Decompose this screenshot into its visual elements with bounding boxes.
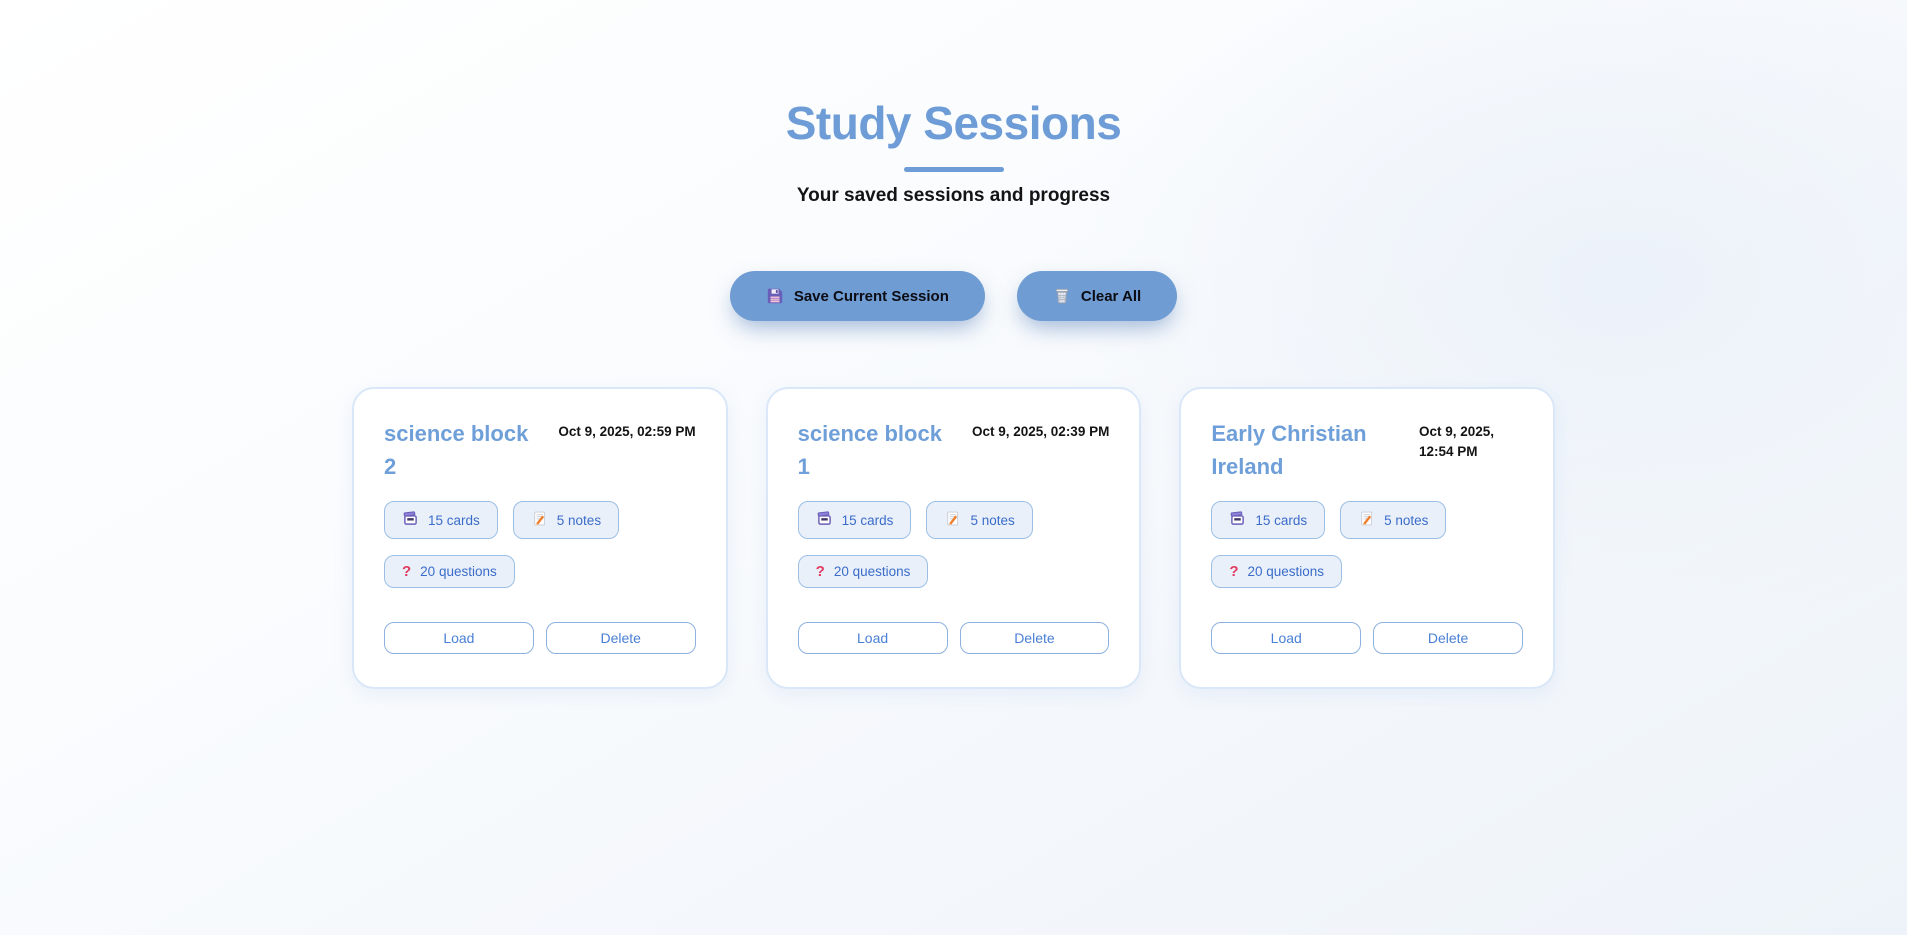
cards-count-badge: 15 cards: [384, 501, 498, 539]
sessions-grid: science block 2 Oct 9, 2025, 02:59 PM 15…: [352, 387, 1555, 689]
delete-session-button[interactable]: Delete: [959, 622, 1110, 654]
session-card-header: science block 1 Oct 9, 2025, 02:39 PM: [798, 417, 1110, 483]
floppy-disk-icon: [766, 287, 784, 305]
card-file-box-icon: [1229, 510, 1246, 530]
questions-count-badge: ? 20 questions: [384, 555, 515, 588]
question-mark-icon: ?: [1229, 563, 1239, 580]
cards-count-label: 15 cards: [841, 512, 894, 528]
questions-count-label: 20 questions: [833, 564, 911, 579]
session-card-actions: Load Delete: [1211, 622, 1523, 654]
cards-count-label: 15 cards: [428, 512, 480, 528]
title-divider: [903, 167, 1004, 172]
question-mark-icon: ?: [402, 563, 412, 580]
session-card-actions: Load Delete: [797, 622, 1110, 654]
delete-session-button[interactable]: Delete: [545, 622, 696, 654]
clear-all-button[interactable]: Clear All: [1016, 271, 1178, 321]
session-name: Early Christian Ireland: [1211, 421, 1367, 479]
notes-count-label: 5 notes: [556, 512, 602, 528]
load-session-button[interactable]: Load: [797, 622, 948, 654]
clear-all-button-label: Clear All: [1080, 287, 1142, 305]
notes-count-badge: 5 notes: [1340, 501, 1447, 539]
questions-count-label: 20 questions: [1247, 564, 1325, 579]
session-date: Oct 9, 2025, 02:59 PM: [558, 424, 696, 439]
session-card: science block 1 Oct 9, 2025, 02:39 PM 15…: [765, 387, 1142, 689]
session-stats: 15 cards 5 notes ? 20 questions: [797, 501, 1110, 588]
session-card-header: science block 2 Oct 9, 2025, 02:59 PM: [384, 417, 696, 483]
load-session-button[interactable]: Load: [1211, 622, 1362, 654]
session-card: science block 2 Oct 9, 2025, 02:59 PM 15…: [352, 387, 728, 689]
cards-count-badge: 15 cards: [1211, 501, 1326, 539]
session-name: science block 2: [384, 421, 529, 479]
questions-count-badge: ? 20 questions: [797, 555, 929, 588]
session-name: science block 1: [797, 421, 942, 479]
notes-count-badge: 5 notes: [926, 501, 1033, 539]
notes-count-badge: 5 notes: [512, 501, 620, 539]
session-date: Oct 9, 2025, 12:54 PM: [1418, 424, 1495, 459]
memo-icon: [531, 510, 548, 530]
session-stats: 15 cards 5 notes ? 20 questions: [384, 501, 696, 588]
page-subtitle: Your saved sessions and progress: [796, 185, 1111, 206]
notes-count-label: 5 notes: [1384, 512, 1429, 528]
session-stats: 15 cards 5 notes ? 20 questions: [1211, 501, 1523, 588]
cards-count-label: 15 cards: [1255, 512, 1308, 528]
save-button-label: Save Current Session: [793, 287, 949, 305]
page-header: Study Sessions Your saved sessions and p…: [0, 0, 1907, 207]
load-session-button[interactable]: Load: [384, 622, 534, 654]
save-current-session-button[interactable]: Save Current Session: [729, 271, 985, 321]
session-card-header: Early Christian Ireland Oct 9, 2025, 12:…: [1211, 417, 1523, 483]
memo-icon: [944, 510, 961, 530]
wastebasket-icon: [1053, 287, 1071, 305]
toolbar: Save Current Session Clear All: [0, 271, 1907, 321]
card-file-box-icon: [402, 510, 419, 530]
session-card-actions: Load Delete: [384, 622, 696, 654]
notes-count-label: 5 notes: [970, 512, 1015, 528]
card-file-box-icon: [816, 510, 833, 530]
session-date: Oct 9, 2025, 02:39 PM: [972, 424, 1110, 439]
page-title: Study Sessions: [785, 97, 1122, 149]
question-mark-icon: ?: [815, 563, 825, 580]
questions-count-badge: ? 20 questions: [1211, 555, 1343, 588]
session-card: Early Christian Ireland Oct 9, 2025, 12:…: [1179, 387, 1555, 689]
memo-icon: [1358, 510, 1375, 530]
delete-session-button[interactable]: Delete: [1373, 622, 1523, 654]
questions-count-label: 20 questions: [420, 564, 497, 579]
cards-count-badge: 15 cards: [797, 501, 912, 539]
